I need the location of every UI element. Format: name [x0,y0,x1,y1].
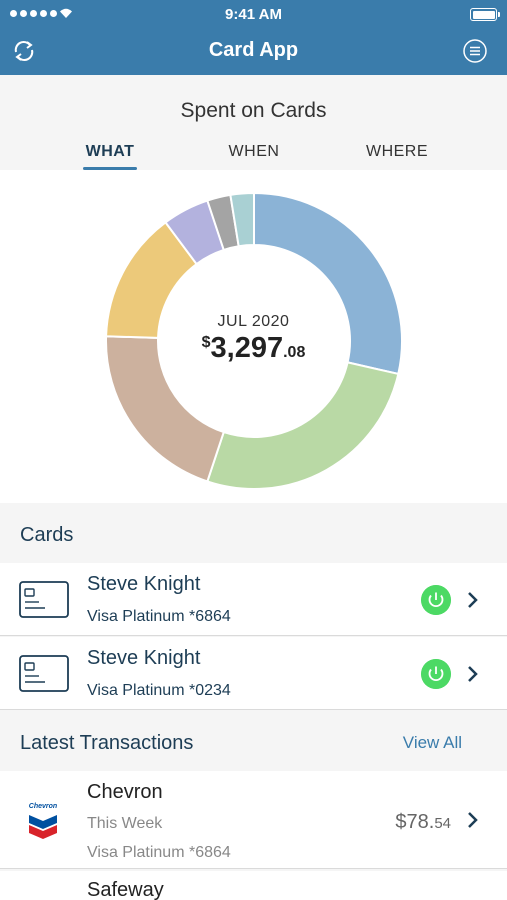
donut-slice-0[interactable] [253,191,403,376]
wifi-icon [60,8,72,18]
transaction-date: This Week [87,815,163,832]
cards-section-header: Cards [0,503,507,563]
card-row[interactable]: Steve Knight Visa Platinum *0234 [0,637,507,710]
status-bar: 9:41 AM [0,0,507,28]
refresh-icon[interactable] [11,38,37,64]
transaction-row[interactable]: Safeway [0,871,507,900]
app-title: Card App [208,39,299,61]
summary-tabs: WHAT WHEN WHERE [0,143,507,170]
tab-where[interactable]: WHERE [365,143,429,160]
spending-chart: JUL 2020 $3,297.08 [0,170,507,503]
transactions-section-header: Latest Transactions View All [0,711,507,771]
status-time: 9:41 AM [225,6,282,23]
credit-card-icon [19,581,69,618]
chevron-right-icon[interactable] [466,590,480,610]
donut-chart [105,191,403,490]
chevron-right-icon[interactable] [466,664,480,684]
transaction-card: Visa Platinum *6864 [87,844,231,861]
transaction-row[interactable]: Chevron Chevron This Week Visa Platinum … [0,771,507,869]
credit-card-icon [19,655,69,692]
battery-icon [470,8,500,21]
summary-heading: Spent on Cards [180,99,327,122]
spending-summary: Spent on Cards WHAT WHEN WHERE [0,75,507,170]
card-holder-name: Steve Knight [87,573,201,595]
menu-icon[interactable] [462,38,488,64]
merchant-name: Safeway [87,879,164,900]
card-row[interactable]: Steve Knight Visa Platinum *6864 [0,563,507,636]
nav-bar: Card App [0,28,507,75]
signal-icon [10,10,57,17]
power-icon[interactable] [421,659,451,689]
power-icon[interactable] [421,585,451,615]
total-dollars: 3,297 [210,332,284,364]
merchant-name: Chevron [87,781,163,803]
cards-section-label: Cards [20,524,74,546]
card-number: Visa Platinum *0234 [87,682,231,699]
total-cents: .08 [283,344,306,361]
tab-when[interactable]: WHEN [228,143,280,160]
chart-total-amount: $3,297.08 [0,332,507,365]
donut-slice-6[interactable] [229,191,255,248]
transaction-amount: $78.54 [395,811,451,833]
chevron-right-icon[interactable] [466,810,480,830]
card-holder-name: Steve Knight [87,647,201,669]
view-all-link[interactable]: View All [402,733,462,752]
chevron-logo-icon: Chevron [26,803,60,841]
card-number: Visa Platinum *6864 [87,608,231,625]
chart-period-label: JUL 2020 [217,313,290,330]
total-currency: $ [201,334,211,351]
transactions-section-label: Latest Transactions [20,732,194,754]
tab-what[interactable]: WHAT [55,143,165,170]
donut-slice-1[interactable] [206,361,400,490]
